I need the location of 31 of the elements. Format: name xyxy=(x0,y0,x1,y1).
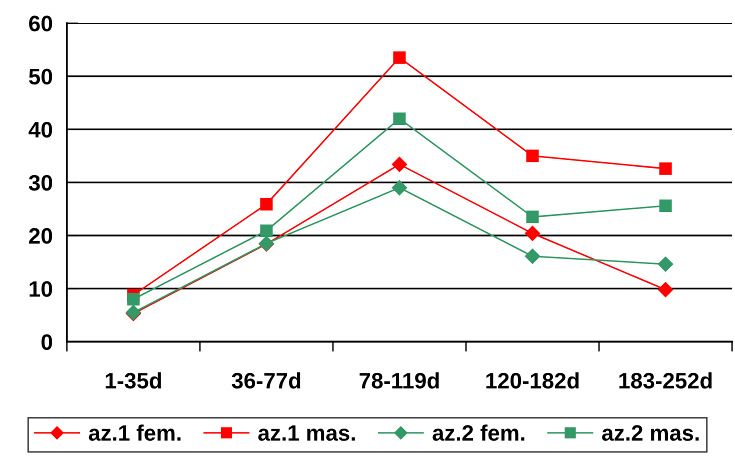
x-tick-label: 1-35d xyxy=(106,372,161,389)
point xyxy=(659,200,672,212)
y-tick-label: 0 xyxy=(42,334,52,350)
point xyxy=(524,226,540,241)
point xyxy=(659,162,672,175)
point xyxy=(526,150,539,162)
point xyxy=(127,292,140,306)
legend-label: az.1 mas. xyxy=(258,425,355,441)
x-tick-label: 36-77d xyxy=(232,372,300,389)
point xyxy=(392,180,408,196)
legend-label: az.1 fem. xyxy=(88,424,180,441)
legend-label: az.2 mas. xyxy=(602,425,699,441)
x-tick-label: 183-252d xyxy=(619,372,712,389)
y-tick-label: 30 xyxy=(28,174,52,191)
point xyxy=(260,224,273,237)
point xyxy=(393,112,406,125)
point xyxy=(524,248,540,264)
y-tick-label: 40 xyxy=(28,122,52,138)
point xyxy=(658,282,674,298)
point xyxy=(260,198,273,210)
point xyxy=(658,256,674,272)
y-tick-label: 10 xyxy=(30,281,52,297)
y-tick-label: 60 xyxy=(29,16,52,32)
legend-label: az.2 fem. xyxy=(432,424,524,441)
y-tick-label: 20 xyxy=(29,228,52,244)
y-tick-label: 50 xyxy=(28,68,52,85)
point xyxy=(526,210,539,224)
point xyxy=(392,156,408,172)
x-tick-label: 78-119d xyxy=(360,372,439,389)
x-tick-label: 120-182d xyxy=(486,372,579,389)
point xyxy=(393,51,406,64)
